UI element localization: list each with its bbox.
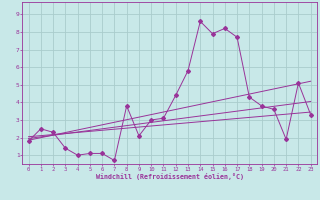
X-axis label: Windchill (Refroidissement éolien,°C): Windchill (Refroidissement éolien,°C): [96, 173, 244, 180]
